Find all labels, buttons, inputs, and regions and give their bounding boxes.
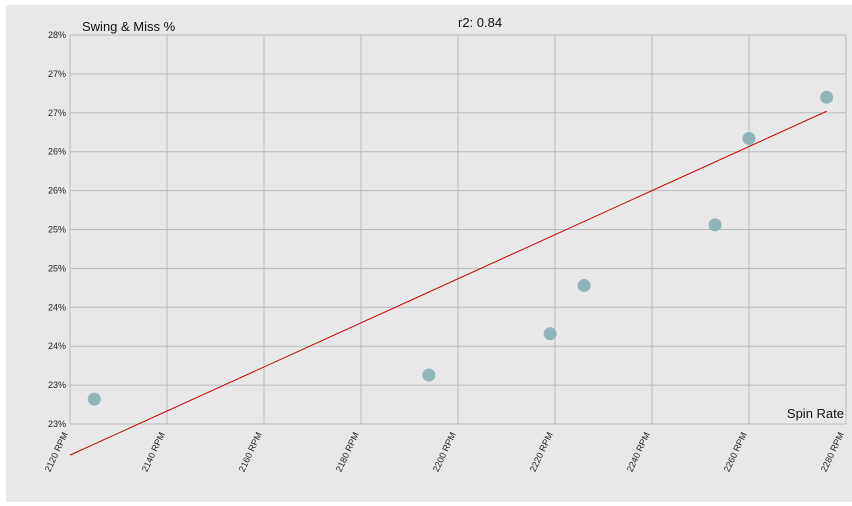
y-tick-label: 27% [48, 69, 66, 79]
y-tick-label: 27% [48, 108, 66, 118]
data-point [87, 392, 101, 406]
x-tick-label: 2280 RPM [819, 431, 846, 474]
r2-annotation: r2: 0.84 [458, 15, 502, 30]
y-tick-label: 23% [48, 419, 66, 429]
x-tick-label: 2120 RPM [43, 431, 70, 474]
data-point [708, 218, 722, 232]
x-tick-label: 2160 RPM [237, 431, 264, 474]
data-point [422, 368, 436, 382]
y-tick-label: 26% [48, 186, 66, 196]
trendline [69, 110, 827, 456]
data-point [820, 90, 834, 104]
y-tick-label: 24% [48, 302, 66, 312]
y-tick-label: 23% [48, 380, 66, 390]
y-tick-label: 26% [48, 147, 66, 157]
y-tick-label: 24% [48, 341, 66, 351]
x-tick-label: 2220 RPM [528, 431, 555, 474]
y-tick-label: 25% [48, 225, 66, 235]
data-point [543, 327, 557, 341]
chart-panel: 23% 23% 24% 24% 25% 25% 26% 26% 27% 27% 28% 2120 RP… [6, 5, 852, 502]
y-tick-label: 25% [48, 263, 66, 273]
data-points [87, 90, 834, 406]
data-point [742, 131, 756, 145]
x-axis-title: Spin Rate [787, 406, 844, 421]
data-point [577, 279, 591, 293]
y-tick-label: 28% [48, 30, 66, 40]
x-tick-label: 2260 RPM [722, 431, 749, 474]
y-axis-title: Swing & Miss % [82, 19, 176, 34]
scatter-chart: 23% 23% 24% 24% 25% 25% 26% 26% 27% 27% 28% 2120 RP… [43, 15, 847, 473]
grid-layer [69, 34, 847, 425]
tick-labels: 23% 23% 24% 24% 25% 25% 26% 26% 27% 27% 28% 2120 RP… [43, 30, 846, 473]
x-tick-label: 2200 RPM [431, 431, 458, 474]
x-tick-label: 2140 RPM [140, 431, 167, 474]
trendline-layer [69, 110, 827, 456]
x-tick-label: 2240 RPM [625, 431, 652, 474]
x-tick-label: 2180 RPM [334, 431, 361, 474]
